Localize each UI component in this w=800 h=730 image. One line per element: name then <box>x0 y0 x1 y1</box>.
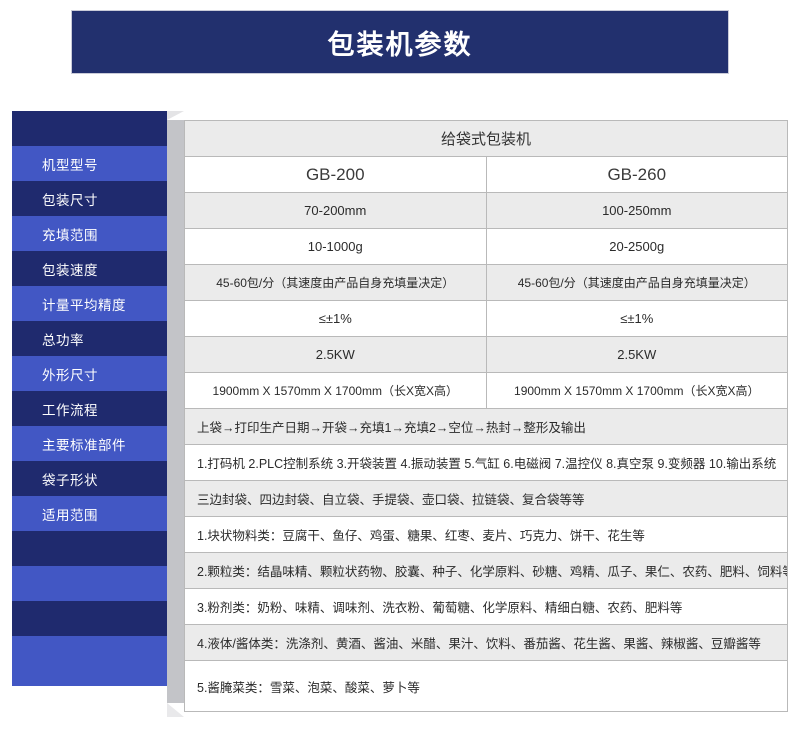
label-cell-blank-top <box>12 111 167 146</box>
table-row-application-2: 2.颗粒类：结晶味精、颗粒状药物、胶囊、种子、化学原料、砂糖、鸡精、瓜子、果仁、… <box>184 552 788 589</box>
workflow-value: 上袋→打印生产日期→开袋→充填1→充填2→空位→热封→整形及输出 <box>184 408 788 445</box>
label-cell-power: 总功率 <box>12 321 167 356</box>
table-row-application-5: 5.酱腌菜类：雪菜、泡菜、酸菜、萝卜等 <box>184 660 788 712</box>
label-cell-workflow: 工作流程 <box>12 391 167 426</box>
label-cell-bag-size: 包装尺寸 <box>12 181 167 216</box>
dimensions-gb200: 1900mm X 1570mm X 1700mm（长X宽X高） <box>184 372 487 409</box>
label-cell-application: 适用范围 <box>12 496 167 531</box>
table-row-accuracy: ≤±1% ≤±1% <box>184 300 788 337</box>
table-row-speed: 45-60包/分（其速度由产品自身充填量决定） 45-60包/分（其速度由产品自… <box>184 264 788 301</box>
bag-shape-value: 三边封袋、四边封袋、自立袋、手提袋、壶口袋、拉链袋、复合袋等等 <box>184 480 788 517</box>
application-block-materials: 1.块状物料类：豆腐干、鱼仔、鸡蛋、糖果、红枣、麦片、巧克力、饼干、花生等 <box>184 516 788 553</box>
table-row-application-1: 1.块状物料类：豆腐干、鱼仔、鸡蛋、糖果、红枣、麦片、巧克力、饼干、花生等 <box>184 516 788 553</box>
fill-range-gb200: 10-1000g <box>184 228 487 265</box>
table-row-application-3: 3.粉剂类：奶粉、味精、调味剂、洗衣粉、葡萄糖、化学原料、精细白糖、农药、肥料等 <box>184 588 788 625</box>
dimensions-gb260: 1900mm X 1570mm X 1700mm（长X宽X高） <box>485 372 788 409</box>
table-row-dimensions: 1900mm X 1570mm X 1700mm（长X宽X高） 1900mm X… <box>184 372 788 409</box>
label-cell-dimensions: 外形尺寸 <box>12 356 167 391</box>
table-row-workflow: 上袋→打印生产日期→开袋→充填1→充填2→空位→热封→整形及输出 <box>184 408 788 445</box>
bag-size-gb200: 70-200mm <box>184 192 487 229</box>
table-row-bag-shape: 三边封袋、四边封袋、自立袋、手提袋、壶口袋、拉链袋、复合袋等等 <box>184 480 788 517</box>
label-cell-fill-range: 充填范围 <box>12 216 167 251</box>
label-cell-speed: 包装速度 <box>12 251 167 286</box>
bevel-bottom-corner <box>167 703 184 717</box>
fill-range-gb260: 20-2500g <box>485 228 788 265</box>
speed-gb200: 45-60包/分（其速度由产品自身充填量决定） <box>184 264 487 301</box>
power-gb260: 2.5KW <box>485 336 788 373</box>
table-row-power: 2.5KW 2.5KW <box>184 336 788 373</box>
speed-gb260: 45-60包/分（其速度由产品自身充填量决定） <box>485 264 788 301</box>
specification-table: 给袋式包装机 GB-200 GB-260 70-200mm 100-250mm … <box>184 120 788 712</box>
power-gb200: 2.5KW <box>184 336 487 373</box>
label-cell-accuracy: 计量平均精度 <box>12 286 167 321</box>
table-header-title: 给袋式包装机 <box>184 120 788 157</box>
label-cell-blank-4 <box>12 636 167 686</box>
model-gb260: GB-260 <box>485 156 788 193</box>
label-column: 机型型号 包装尺寸 充填范围 包装速度 计量平均精度 总功率 外形尺寸 工作流程… <box>12 111 167 686</box>
accuracy-gb200: ≤±1% <box>184 300 487 337</box>
accuracy-gb260: ≤±1% <box>485 300 788 337</box>
table-row-model: GB-200 GB-260 <box>184 156 788 193</box>
bag-size-gb260: 100-250mm <box>485 192 788 229</box>
table-row-header: 给袋式包装机 <box>184 120 788 157</box>
application-granule-materials: 2.颗粒类：结晶味精、颗粒状药物、胶囊、种子、化学原料、砂糖、鸡精、瓜子、果仁、… <box>184 552 788 589</box>
table-row-bag-size: 70-200mm 100-250mm <box>184 192 788 229</box>
table-row-application-4: 4.液体/酱体类：洗涤剂、黄酒、酱油、米醋、果汁、饮料、番茄酱、花生酱、果酱、辣… <box>184 624 788 661</box>
page-title-banner: 包装机参数 <box>72 11 728 73</box>
label-cell-blank-1 <box>12 531 167 566</box>
label-cell-model: 机型型号 <box>12 146 167 181</box>
label-cell-components: 主要标准部件 <box>12 426 167 461</box>
spec-sheet: 机型型号 包装尺寸 充填范围 包装速度 计量平均精度 总功率 外形尺寸 工作流程… <box>12 111 788 717</box>
table-row-fill-range: 10-1000g 20-2500g <box>184 228 788 265</box>
application-liquid-materials: 4.液体/酱体类：洗涤剂、黄酒、酱油、米醋、果汁、饮料、番茄酱、花生酱、果酱、辣… <box>184 624 788 661</box>
model-gb200: GB-200 <box>184 156 487 193</box>
page-title: 包装机参数 <box>327 29 473 60</box>
bevel-top-corner <box>167 111 184 120</box>
label-cell-blank-3 <box>12 601 167 636</box>
application-powder-materials: 3.粉剂类：奶粉、味精、调味剂、洗衣粉、葡萄糖、化学原料、精细白糖、农药、肥料等 <box>184 588 788 625</box>
application-pickled-materials: 5.酱腌菜类：雪菜、泡菜、酸菜、萝卜等 <box>184 660 788 712</box>
label-cell-bag-shape: 袋子形状 <box>12 461 167 496</box>
shadow-strip <box>167 120 184 703</box>
label-cell-blank-2 <box>12 566 167 601</box>
components-value: 1.打码机 2.PLC控制系统 3.开袋装置 4.振动装置 5.气缸 6.电磁阀… <box>184 444 788 481</box>
table-row-components: 1.打码机 2.PLC控制系统 3.开袋装置 4.振动装置 5.气缸 6.电磁阀… <box>184 444 788 481</box>
